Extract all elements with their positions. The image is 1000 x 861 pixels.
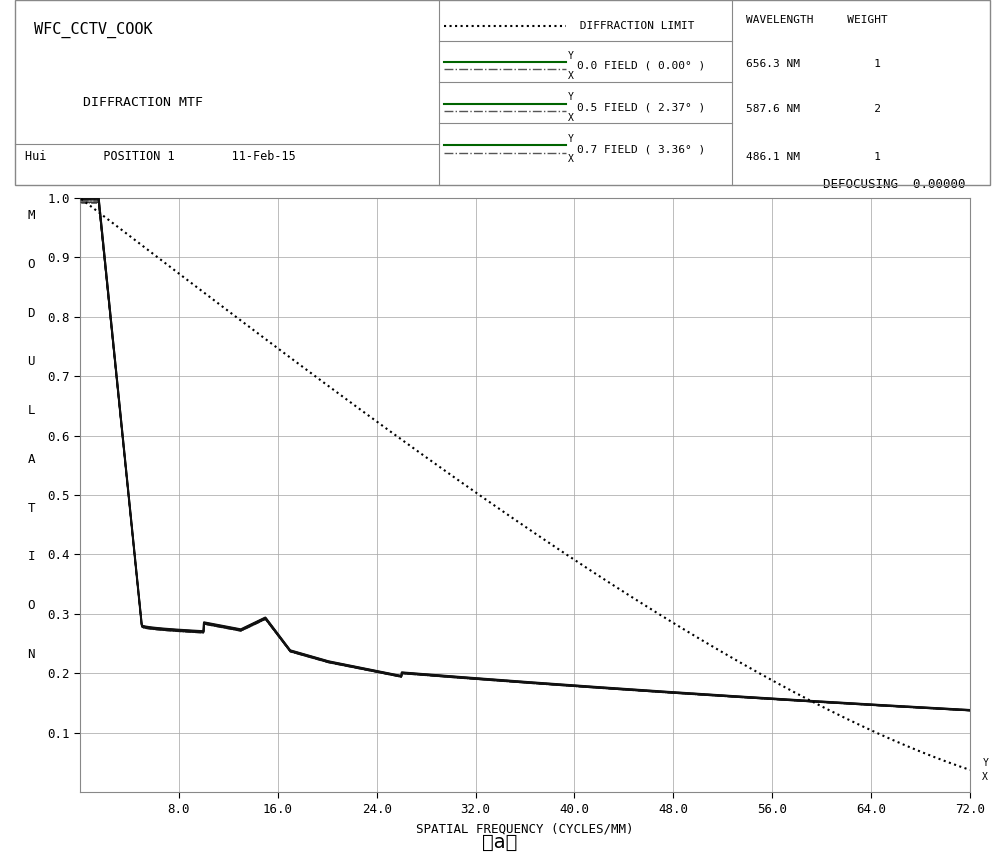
Text: I: I (27, 550, 35, 563)
Text: N: N (27, 647, 35, 660)
Text: DIFFRACTION LIMIT: DIFFRACTION LIMIT (573, 21, 694, 31)
Text: 486.1 NM           1: 486.1 NM 1 (746, 152, 881, 162)
Text: WAVELENGTH     WEIGHT: WAVELENGTH WEIGHT (746, 15, 888, 25)
Text: X: X (568, 113, 574, 122)
Text: （a）: （a） (482, 833, 518, 852)
Text: DIFFRACTION MTF: DIFFRACTION MTF (83, 96, 203, 109)
Text: U: U (27, 356, 35, 369)
Text: M: M (27, 209, 35, 222)
Text: L: L (27, 404, 35, 418)
Text: Y: Y (568, 51, 574, 60)
Text: T: T (27, 502, 35, 515)
Text: O: O (27, 599, 35, 612)
Text: X: X (568, 71, 574, 81)
Text: O: O (27, 258, 35, 271)
Text: X: X (982, 772, 988, 782)
Text: Y: Y (568, 92, 574, 102)
Text: DEFOCUSING  0.00000: DEFOCUSING 0.00000 (823, 178, 966, 191)
Text: 0.5 FIELD ( 2.37° ): 0.5 FIELD ( 2.37° ) (577, 102, 705, 113)
Text: 656.3 NM           1: 656.3 NM 1 (746, 59, 881, 69)
Text: Y: Y (568, 133, 574, 144)
Text: D: D (27, 307, 35, 319)
Text: Y: Y (982, 758, 988, 768)
Text: 0.7 FIELD ( 3.36° ): 0.7 FIELD ( 3.36° ) (577, 144, 705, 154)
Text: 587.6 NM           2: 587.6 NM 2 (746, 103, 881, 114)
Text: Hui        POSITION 1        11-Feb-15: Hui POSITION 1 11-Feb-15 (25, 150, 296, 163)
Text: WFC_CCTV_COOK: WFC_CCTV_COOK (34, 22, 153, 39)
Text: A: A (27, 453, 35, 466)
Text: X: X (568, 154, 574, 164)
X-axis label: SPATIAL FREQUENCY (CYCLES/MM): SPATIAL FREQUENCY (CYCLES/MM) (416, 822, 634, 835)
Text: 0.0 FIELD ( 0.00° ): 0.0 FIELD ( 0.00° ) (577, 61, 705, 71)
